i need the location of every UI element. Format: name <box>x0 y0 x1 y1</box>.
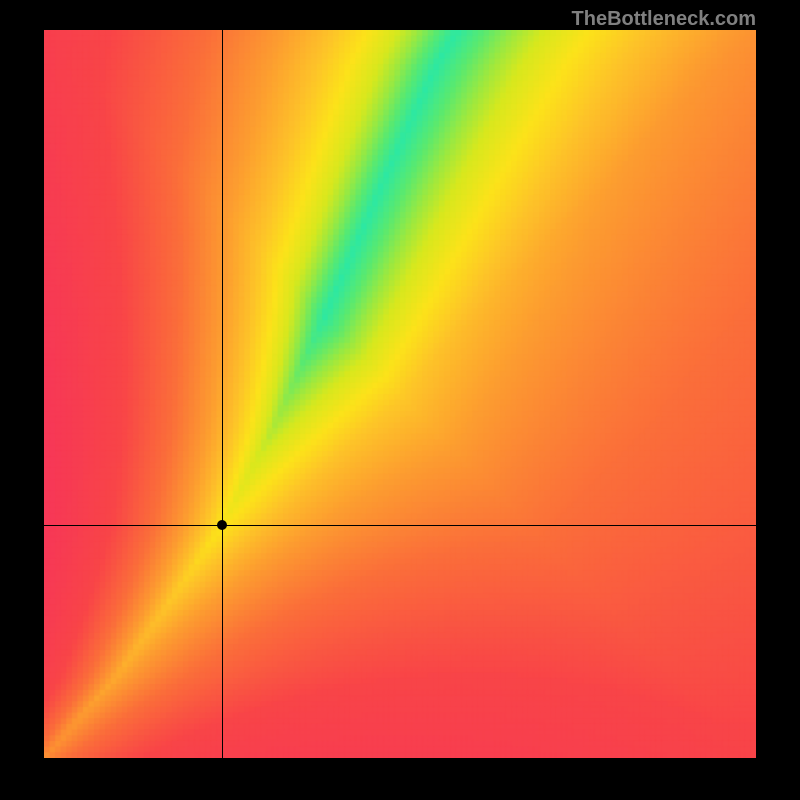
data-point-marker <box>217 520 227 530</box>
watermark-text: TheBottleneck.com <box>572 8 756 31</box>
crosshair-vertical <box>222 30 223 758</box>
heatmap-canvas <box>44 30 756 758</box>
heatmap-chart <box>44 30 756 758</box>
crosshair-horizontal <box>44 525 756 526</box>
